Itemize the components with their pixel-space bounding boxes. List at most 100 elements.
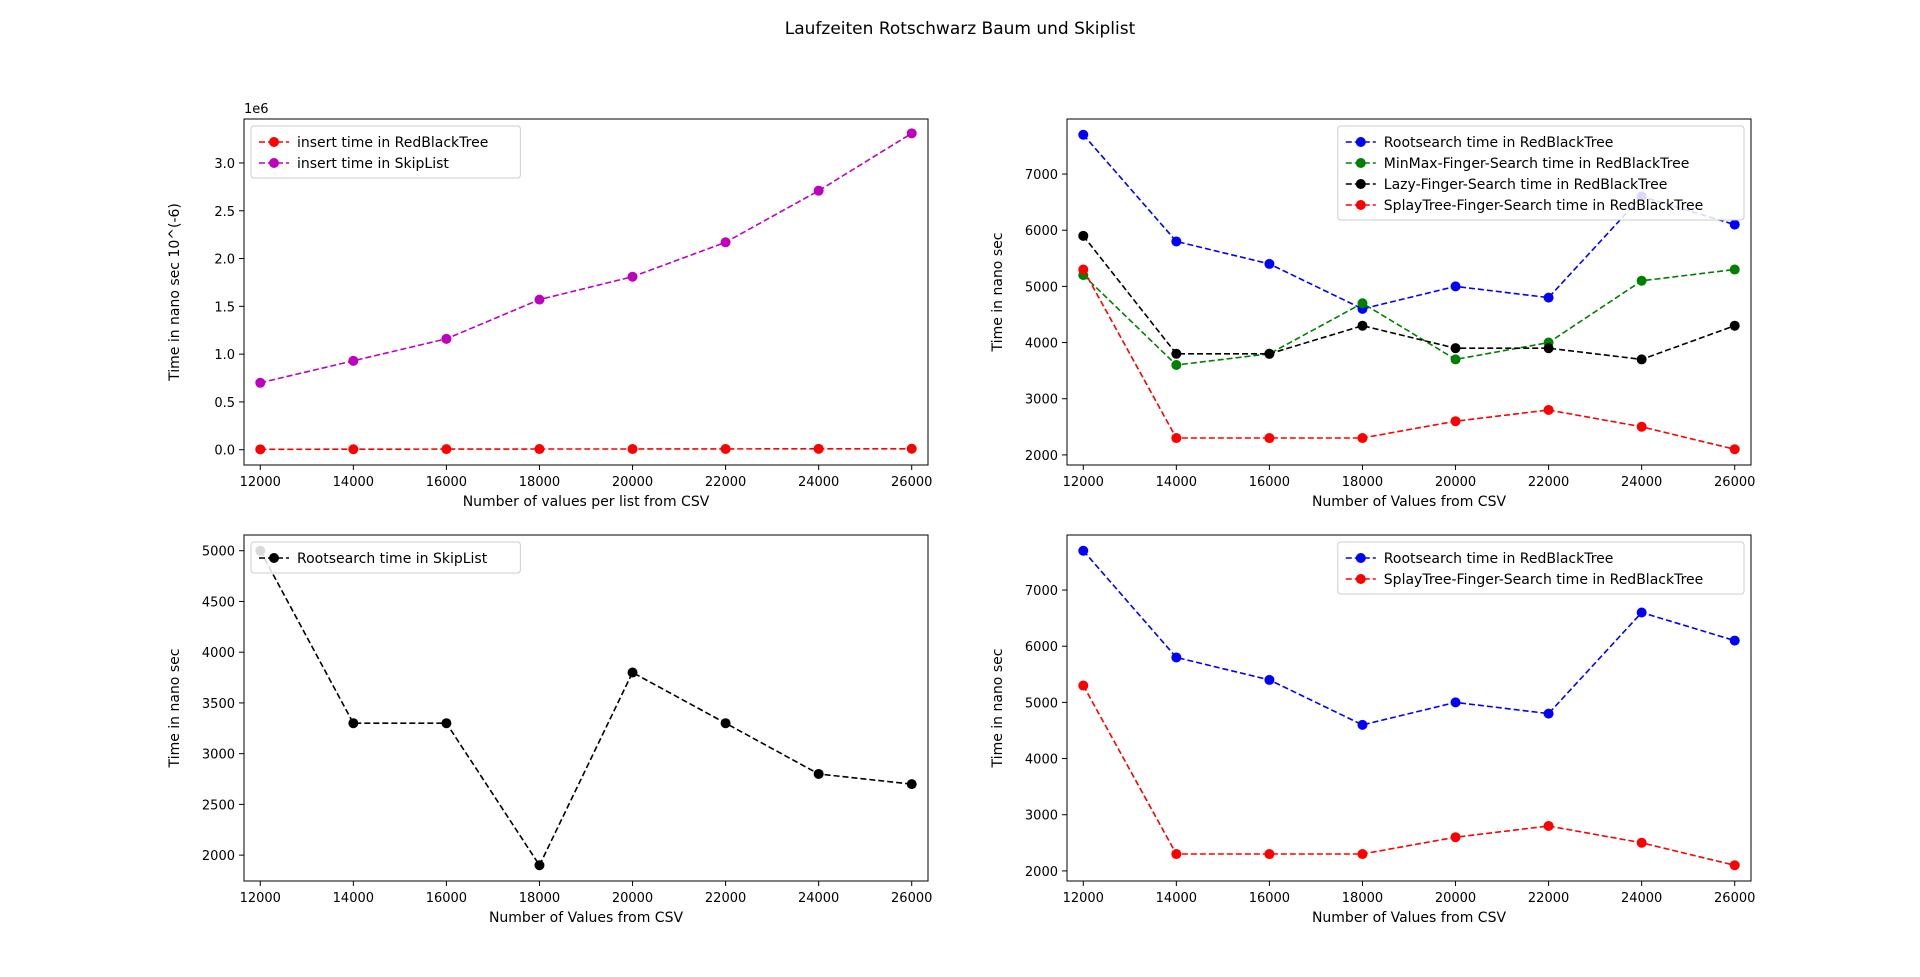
x-tick-label: 16000 xyxy=(426,475,467,490)
legend-marker xyxy=(269,553,279,563)
data-point xyxy=(534,294,545,305)
data-point xyxy=(1264,433,1275,444)
y-tick-label: 0.5 xyxy=(214,396,235,411)
data-point xyxy=(348,355,359,366)
y-tick-label: 5000 xyxy=(1025,696,1058,711)
y-tick-label: 5000 xyxy=(1025,280,1058,295)
legend-box xyxy=(250,541,521,574)
data-point xyxy=(1543,404,1554,415)
legend-marker xyxy=(1355,200,1366,210)
data-point xyxy=(906,779,917,790)
y-tick-label: 2000 xyxy=(202,849,235,864)
data-point xyxy=(1729,860,1740,871)
data-point xyxy=(627,667,638,678)
data-point xyxy=(1636,837,1647,848)
y-offset-text: 1e6 xyxy=(244,102,269,117)
series-line-1 xyxy=(260,447,912,451)
axes-frame xyxy=(243,118,929,466)
legend-marker xyxy=(1355,179,1366,189)
data-point xyxy=(720,443,731,454)
y-tick-label: 2000 xyxy=(1025,865,1058,880)
data-point xyxy=(441,444,452,455)
x-axis-label: Number of Values from CSV xyxy=(1312,910,1507,926)
y-tick-label: 5000 xyxy=(202,545,235,560)
data-point xyxy=(1729,444,1740,455)
y-tick-label: 4500 xyxy=(202,595,235,610)
data-point xyxy=(1450,832,1461,843)
data-point xyxy=(1264,258,1275,269)
x-tick-label: 18000 xyxy=(1342,475,1383,490)
series-line-4 xyxy=(1082,269,1735,451)
x-tick-label: 12000 xyxy=(240,475,281,490)
data-point xyxy=(1543,820,1554,831)
x-tick-label: 26000 xyxy=(1714,891,1755,906)
legend-label: insert time in RedBlackTree xyxy=(297,135,488,151)
data-point xyxy=(1078,680,1089,691)
legend-marker xyxy=(269,158,279,168)
data-point xyxy=(1450,697,1461,708)
data-point xyxy=(1078,129,1089,140)
x-tick-label: 16000 xyxy=(1249,475,1290,490)
data-point xyxy=(1729,635,1740,646)
legend-marker xyxy=(1355,553,1366,563)
data-point xyxy=(1357,719,1368,730)
x-tick-label: 18000 xyxy=(519,475,560,490)
data-point xyxy=(1264,849,1275,860)
data-point xyxy=(441,333,452,344)
x-axis-label: Number of values per list from CSV xyxy=(463,494,710,510)
data-point xyxy=(441,718,452,729)
data-point xyxy=(1264,674,1275,685)
legend-box xyxy=(250,125,521,179)
x-tick-label: 14000 xyxy=(1156,891,1197,906)
y-tick-label: 0.0 xyxy=(214,444,235,459)
x-axis-label: Number of Values from CSV xyxy=(1312,494,1507,510)
data-point xyxy=(720,237,731,248)
legend-label: MinMax-Finger-Search time in RedBlackTre… xyxy=(1384,156,1690,172)
legend-marker xyxy=(1355,137,1366,147)
data-point xyxy=(1078,230,1089,241)
data-point xyxy=(1729,320,1740,331)
data-point xyxy=(1543,343,1554,354)
data-point xyxy=(348,444,359,455)
x-axis-label: Number of Values from CSV xyxy=(489,910,684,926)
legend: Rootsearch time in RedBlackTree SplayTree… xyxy=(1337,541,1745,595)
data-point xyxy=(534,444,545,455)
y-tick-label: 3000 xyxy=(202,748,235,763)
x-tick-label: 14000 xyxy=(1156,475,1197,490)
x-tick-label: 14000 xyxy=(333,891,374,906)
x-tick-label: 24000 xyxy=(1621,475,1662,490)
data-point xyxy=(255,377,266,388)
data-point xyxy=(1264,348,1275,359)
legend-box xyxy=(1337,125,1745,221)
data-point xyxy=(1078,264,1089,275)
data-point xyxy=(1357,320,1368,331)
y-tick-label: 1.0 xyxy=(214,348,235,363)
data-point xyxy=(1636,275,1647,286)
y-tick-label: 6000 xyxy=(1025,224,1058,239)
y-tick-label: 2000 xyxy=(1025,449,1058,464)
legend-label: SplayTree-Finger-Search time in RedBlack… xyxy=(1384,198,1703,214)
y-tick-label: 4000 xyxy=(1025,753,1058,768)
y-tick-label: 7000 xyxy=(1025,584,1058,599)
data-point xyxy=(720,718,731,729)
y-tick-label: 3000 xyxy=(1025,809,1058,824)
x-tick-label: 26000 xyxy=(891,475,932,490)
x-tick-label: 12000 xyxy=(1063,475,1104,490)
series-line-1 xyxy=(259,550,912,867)
y-tick-label: 2500 xyxy=(202,798,235,813)
x-tick-label: 22000 xyxy=(705,891,746,906)
data-point xyxy=(813,443,824,454)
y-tick-label: 3.0 xyxy=(214,157,235,172)
x-tick-label: 20000 xyxy=(612,891,653,906)
data-point xyxy=(627,271,638,282)
axes-frame xyxy=(1066,118,1752,466)
data-point xyxy=(1636,421,1647,432)
data-point xyxy=(1357,849,1368,860)
chart-panel-4: 12000 14000 16000 18000 20000 22000 24000 26000… xyxy=(990,534,1755,926)
data-point xyxy=(1171,652,1182,663)
data-point xyxy=(906,128,917,139)
series-line-2 xyxy=(1082,685,1735,867)
chart-panel-2: 12000 14000 16000 18000 20000 22000 24000 26000… xyxy=(990,118,1755,510)
legend-box xyxy=(1337,541,1745,595)
